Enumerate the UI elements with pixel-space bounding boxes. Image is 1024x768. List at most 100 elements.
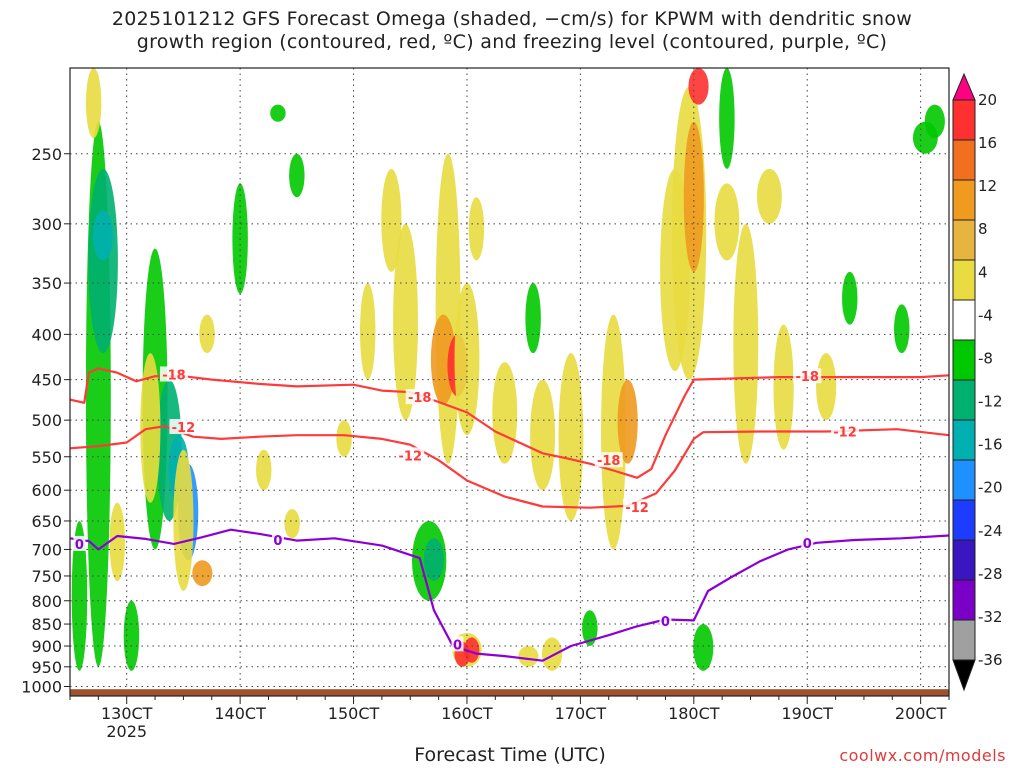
y-tick-label: 550 bbox=[31, 448, 62, 467]
x-sublabel: 2025 bbox=[106, 722, 147, 741]
colorbar-swatch bbox=[952, 139, 976, 181]
contour-label: 0 bbox=[661, 615, 670, 630]
colorbar-swatch bbox=[952, 219, 976, 261]
contour-label-bg bbox=[659, 612, 672, 628]
omega-blob bbox=[71, 520, 88, 671]
omega-blob bbox=[88, 168, 118, 354]
y-tick-label: 300 bbox=[31, 215, 62, 234]
chart-title-line2: growth region (contoured, red, ºC) and f… bbox=[136, 31, 888, 53]
y-tick-label: 450 bbox=[31, 371, 62, 390]
contour-label-bg bbox=[594, 452, 623, 468]
contour-label: -12 bbox=[399, 449, 423, 464]
plot-frame bbox=[69, 67, 950, 697]
omega-blob bbox=[463, 637, 480, 663]
contour-label-bg bbox=[73, 535, 86, 551]
contour-label: -12 bbox=[833, 425, 857, 440]
omega-blob bbox=[541, 637, 563, 671]
omega-blob bbox=[756, 168, 782, 224]
omega-blob bbox=[773, 324, 794, 450]
ground-strip bbox=[70, 689, 949, 696]
omega-blob bbox=[525, 283, 541, 354]
credit-link[interactable]: coolwx.com/models bbox=[839, 746, 1006, 765]
contour-label-bg bbox=[396, 447, 425, 463]
colorbar-label: -24 bbox=[978, 522, 1003, 540]
contour-label-bg bbox=[801, 534, 814, 550]
omega-blob bbox=[492, 362, 518, 464]
x-tick-label: 180CT bbox=[668, 704, 720, 723]
colorbar-label: -20 bbox=[978, 479, 1003, 497]
contour-label-bg bbox=[451, 636, 464, 652]
y-tick-label: 850 bbox=[31, 615, 62, 634]
y-tick-label: 650 bbox=[31, 512, 62, 531]
y-tick-label: 700 bbox=[31, 540, 62, 559]
contour-label-bg bbox=[623, 499, 652, 515]
omega-blob bbox=[336, 420, 352, 457]
chart-title-line1: 2025101212 GFS Forecast Omega (shaded, −… bbox=[111, 8, 913, 30]
omega-blob bbox=[842, 271, 858, 325]
colorbar-label: -28 bbox=[978, 565, 1003, 583]
omega-blob bbox=[92, 210, 114, 261]
colorbar-label: -8 bbox=[978, 349, 993, 367]
omega-blob bbox=[85, 68, 102, 139]
colorbar-label: -12 bbox=[978, 393, 1003, 411]
colorbar-label: -36 bbox=[978, 651, 1003, 669]
colorbar-label: 20 bbox=[978, 91, 997, 109]
omega-shading bbox=[71, 68, 945, 671]
colorbar-swatch bbox=[952, 259, 976, 301]
y-tick-label: 900 bbox=[31, 637, 62, 656]
omega-blob bbox=[582, 610, 598, 647]
omega-blob bbox=[192, 560, 213, 587]
x-axis: 130CT 140CT 150CT 160CT 170CT 180CT 190CT 200CT… bbox=[69, 696, 950, 741]
contour-label-bg bbox=[831, 423, 860, 439]
contour-label-bg bbox=[793, 368, 822, 384]
y-tick-label: 250 bbox=[31, 145, 62, 164]
colorbar-swatch bbox=[952, 379, 976, 421]
omega-blob bbox=[123, 600, 140, 671]
contour-lines: -18 -18 -18 -18 -12 -12 -12 -12 0 0 0 0 0 bbox=[70, 366, 949, 662]
contour-label-bg bbox=[169, 418, 198, 434]
contour-label: 0 bbox=[803, 537, 812, 552]
y-tick-label: 400 bbox=[31, 325, 62, 344]
x-tick-label: 150CT bbox=[328, 704, 380, 723]
contour-label: 0 bbox=[75, 538, 84, 553]
colorbar-label: 16 bbox=[978, 134, 997, 152]
colorbar-swatch bbox=[952, 339, 976, 381]
colorbar-swatch bbox=[952, 99, 976, 141]
y-tick-label: 800 bbox=[31, 592, 62, 611]
colorbar-label: -16 bbox=[978, 436, 1003, 454]
omega-blob bbox=[733, 223, 759, 464]
colorbar-label: -4 bbox=[978, 306, 993, 324]
x-tick-label: 200CT bbox=[895, 704, 947, 723]
omega-blob bbox=[199, 314, 215, 354]
omega-blob bbox=[284, 508, 300, 539]
omega-blob bbox=[617, 379, 638, 464]
colorbar-swatch bbox=[952, 539, 976, 581]
omega-blob bbox=[173, 449, 194, 592]
omega-blob bbox=[719, 68, 735, 169]
colorbar-swatch bbox=[952, 579, 976, 621]
omega-blob bbox=[558, 353, 584, 521]
colorbar-label: 12 bbox=[978, 177, 997, 195]
y-tick-label: 1000 bbox=[21, 678, 62, 697]
x-tick-label: 140CT bbox=[214, 704, 266, 723]
colorbar-swatch bbox=[952, 299, 976, 341]
contour-label-bg bbox=[405, 389, 434, 405]
y-tick-label: 750 bbox=[31, 567, 62, 586]
omega-blob bbox=[468, 197, 485, 261]
contour-label: -12 bbox=[172, 421, 196, 436]
contour-label: -18 bbox=[162, 368, 186, 383]
colorbar-label: -32 bbox=[978, 608, 1003, 626]
y-tick-label: 950 bbox=[31, 658, 62, 677]
x-axis-label: Forecast Time (UTC) bbox=[414, 744, 606, 766]
colorbar-top-arrow bbox=[952, 72, 976, 101]
omega-blob bbox=[454, 283, 480, 436]
colorbar-swatch bbox=[952, 499, 976, 541]
contour-label: -12 bbox=[625, 501, 649, 516]
contour-label: 0 bbox=[273, 534, 282, 549]
omega-blob bbox=[435, 153, 461, 464]
omega-blob bbox=[270, 104, 286, 122]
colorbar-swatch bbox=[952, 459, 976, 501]
omega-blob bbox=[688, 68, 709, 105]
contour-label-bg bbox=[271, 531, 284, 547]
